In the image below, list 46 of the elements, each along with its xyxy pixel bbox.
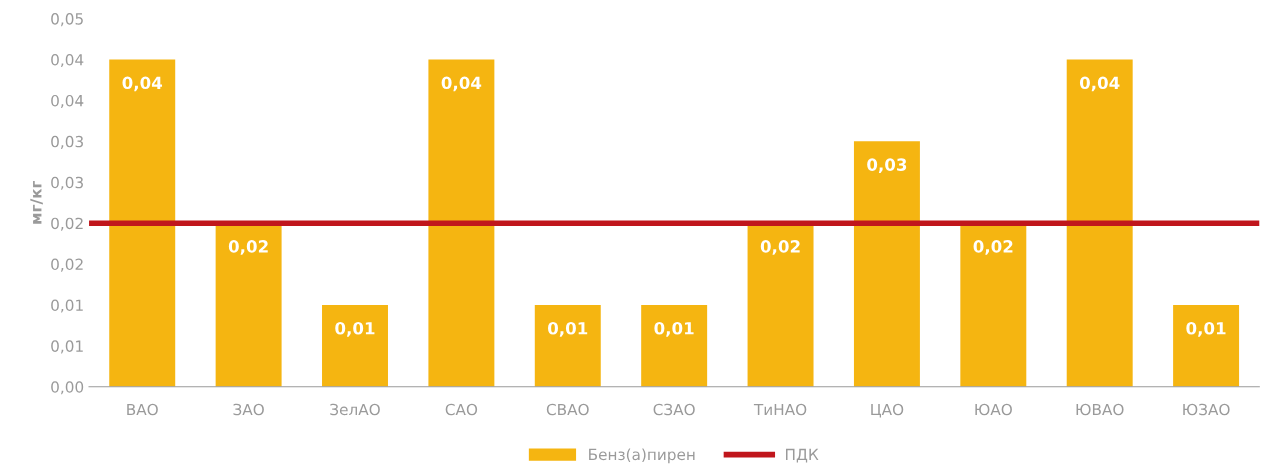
y-tick-label: 0,03 [51, 135, 83, 149]
y-tick-label: 0,01 [51, 340, 83, 354]
bar [322, 304, 388, 387]
x-tick-label: ЦАО [871, 403, 904, 418]
bar [641, 304, 708, 387]
bar [1173, 304, 1240, 387]
data-label: 0,04 [1079, 76, 1120, 92]
bar [428, 59, 495, 387]
y-tick-label: 0,00 [51, 381, 84, 395]
x-tick-label: СВАО [546, 403, 589, 416]
y-tick-label: 0,04 [51, 94, 84, 109]
bar [747, 223, 814, 387]
data-label: 0,01 [335, 321, 375, 337]
data-label: 0,02 [760, 240, 800, 255]
legend-label: ПДК [786, 448, 819, 463]
y-tick-label: 0,03 [51, 176, 83, 190]
bar [534, 304, 601, 387]
y-tick-label: 0,04 [51, 54, 84, 68]
data-label: 0,04 [122, 76, 163, 92]
legend-label: Бенз(а)пирен [589, 448, 695, 464]
bar [109, 59, 176, 387]
x-tick-label: СЗАО [653, 403, 695, 416]
y-tick-label: 0,05 [51, 13, 83, 27]
bar [960, 223, 1027, 387]
y-tick-label: 0,02 [51, 258, 83, 272]
bar [853, 141, 920, 387]
x-tick-label: ЮВАО [1076, 403, 1124, 416]
x-tick-label: ЮЗАО [1183, 403, 1230, 416]
data-label: 0,03 [867, 158, 907, 174]
x-tick-label: ВАО [127, 403, 158, 416]
bar [215, 223, 282, 387]
y-tick-label: 0,02 [51, 217, 83, 231]
data-label: 0,04 [441, 76, 482, 92]
x-tick-label: ЮАО [975, 403, 1012, 416]
data-label: 0,02 [228, 240, 268, 255]
x-tick-label: ТиНАО [753, 403, 807, 416]
x-tick-label: ЗАО [233, 403, 264, 416]
x-tick-label: ЗелАО [330, 403, 380, 416]
data-label: 0,01 [1186, 321, 1226, 337]
bar [1066, 59, 1133, 387]
y-tick-label: 0,01 [51, 299, 83, 313]
data-label: 0,02 [973, 240, 1013, 255]
data-label: 0,01 [548, 321, 588, 337]
y-axis-title: мг/кг [30, 180, 43, 224]
data-label: 0,01 [654, 321, 694, 337]
x-tick-label: САО [445, 403, 478, 416]
